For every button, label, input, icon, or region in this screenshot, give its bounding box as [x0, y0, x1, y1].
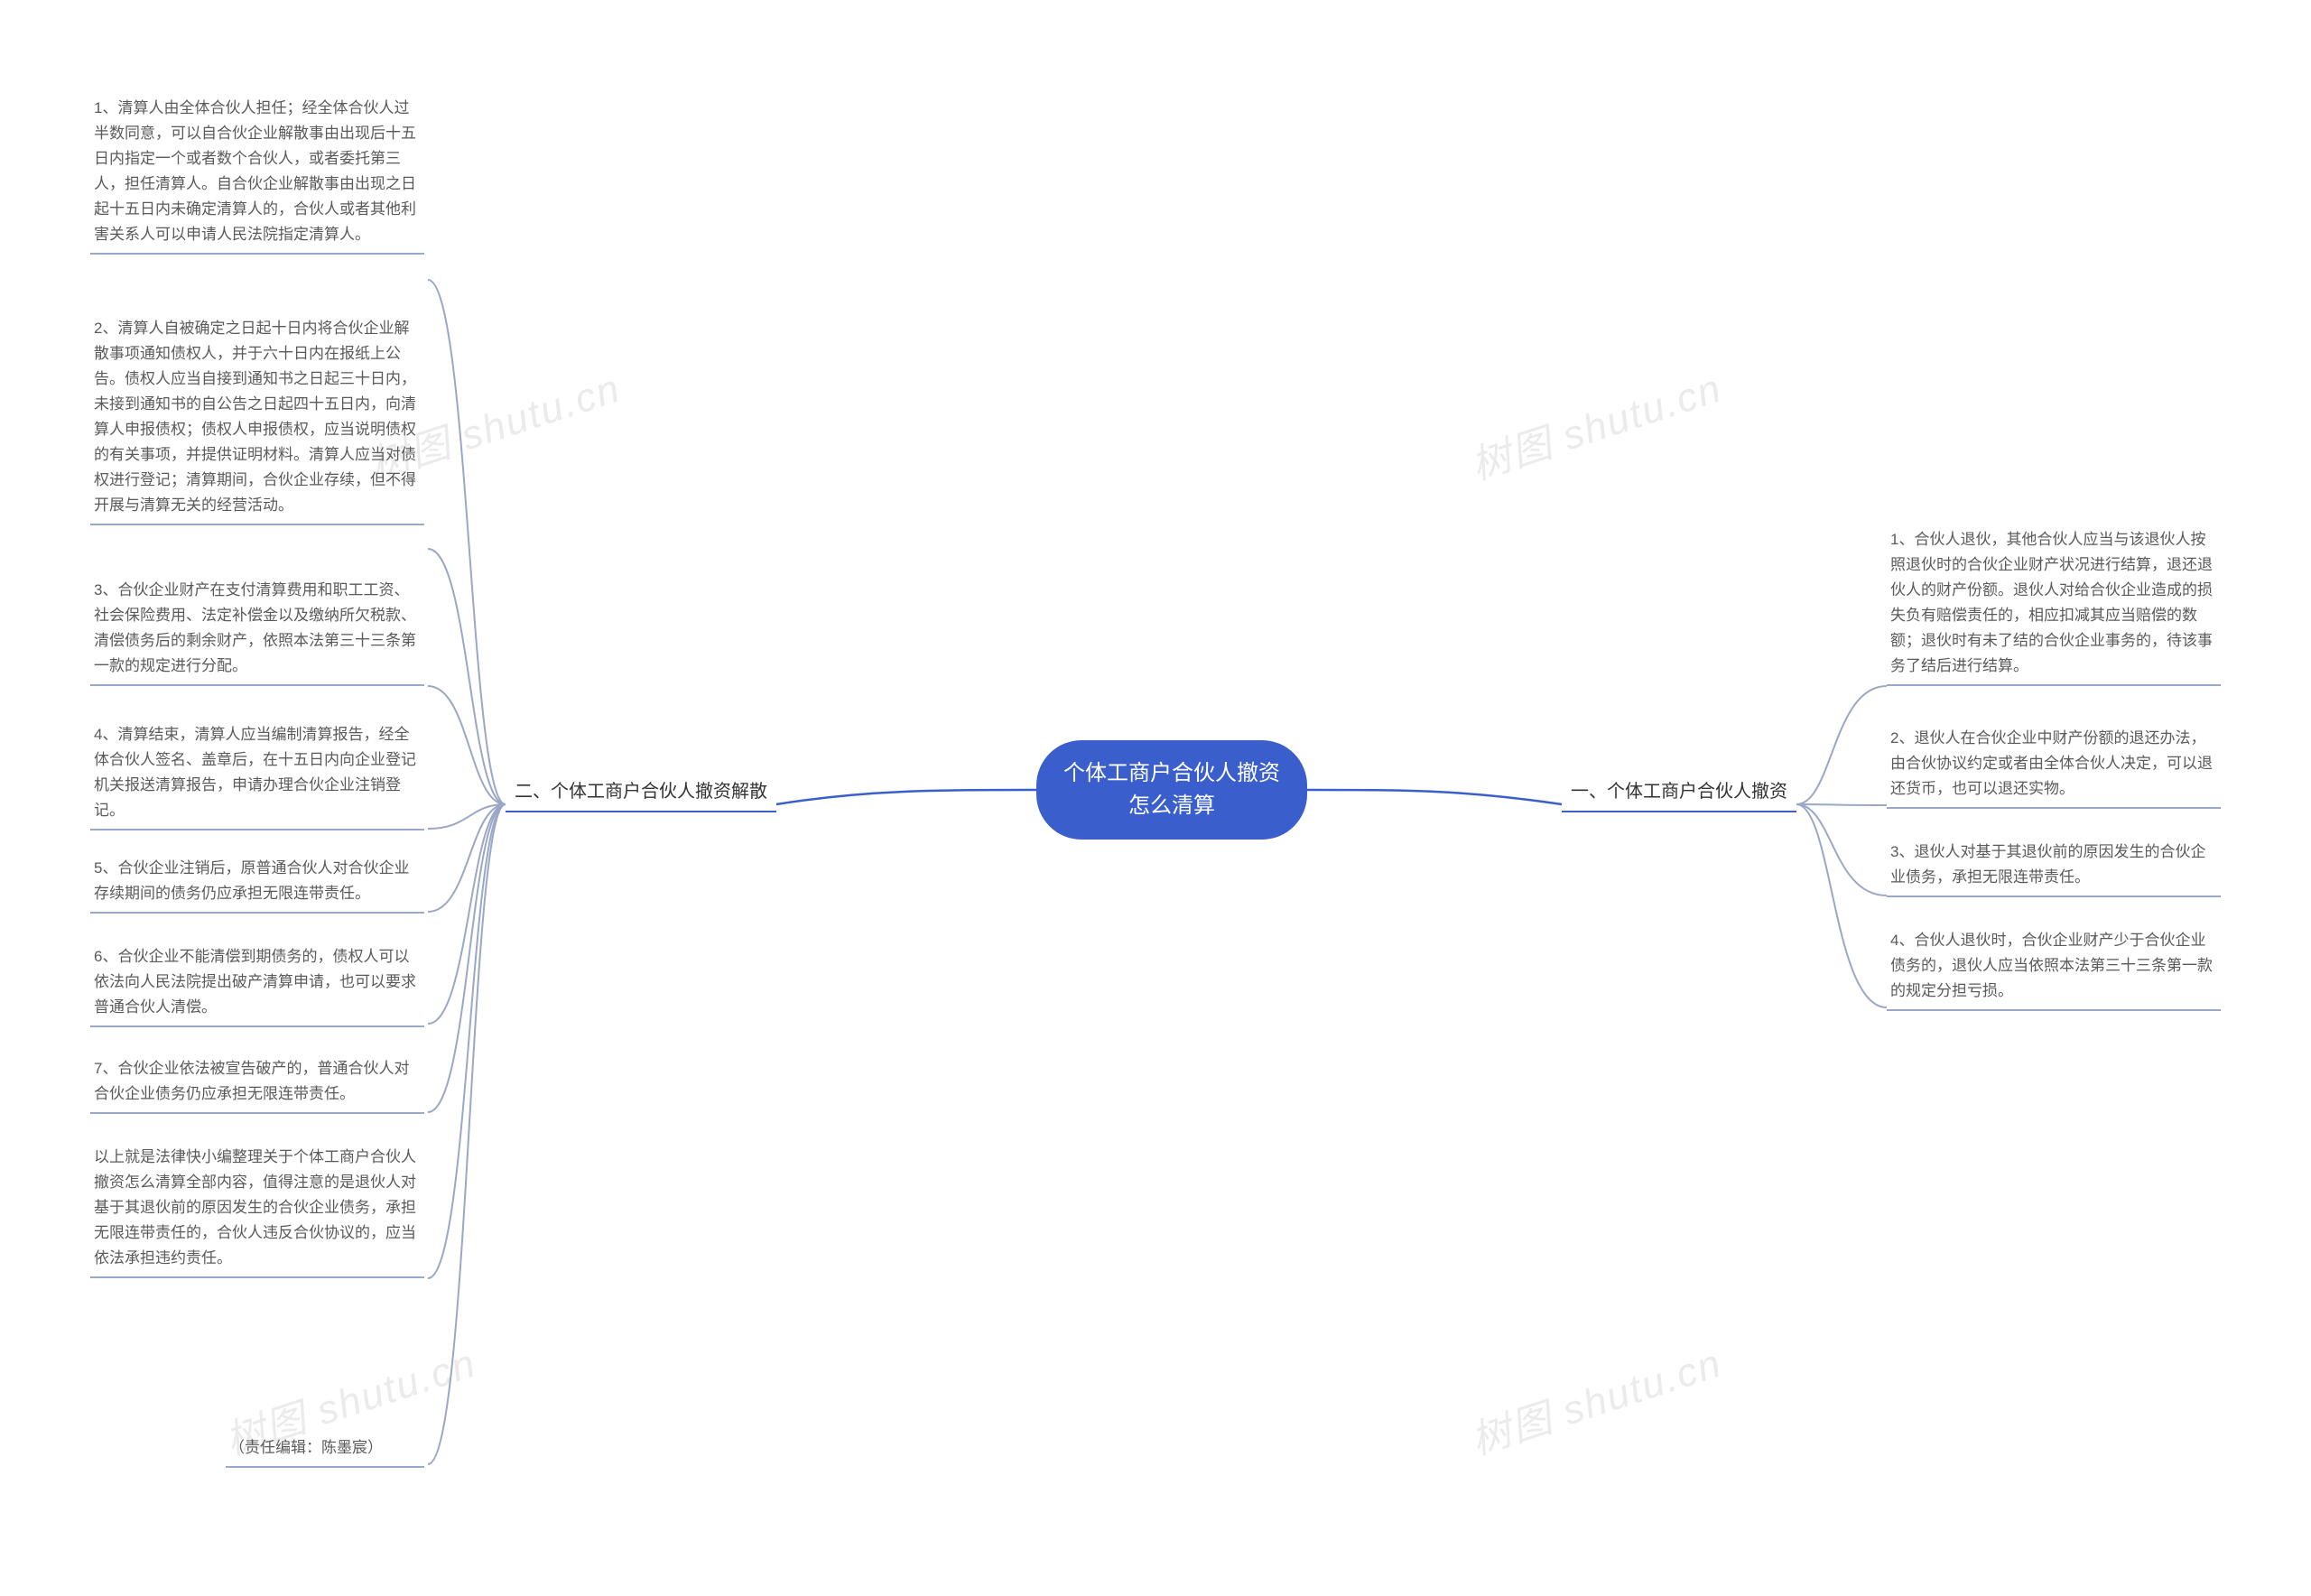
leaf-text: 2、退伙人在合伙企业中财产份额的退还办法，由合伙协议约定或者由全体合伙人决定，可…	[1890, 729, 2213, 797]
leaf-text: 2、清算人自被确定之日起十日内将合伙企业解散事项通知债权人，并于六十日内在报纸上…	[94, 320, 416, 514]
leaf-text: 3、退伙人对基于其退伙前的原因发生的合伙企业债务，承担无限连带责任。	[1890, 843, 2205, 886]
leaf-left-6[interactable]: 6、合伙企业不能清偿到期债务的，债权人可以依法向人民法院提出破产清算申请，也可以…	[90, 944, 424, 1027]
leaf-left-2[interactable]: 2、清算人自被确定之日起十日内将合伙企业解散事项通知债权人，并于六十日内在报纸上…	[90, 316, 424, 525]
branch-left[interactable]: 二、个体工商户合伙人撤资解散	[506, 773, 776, 812]
leaf-left-3[interactable]: 3、合伙企业财产在支付清算费用和职工工资、社会保险费用、法定补偿金以及缴纳所欠税…	[90, 578, 424, 686]
leaf-text: 5、合伙企业注销后，原普通合伙人对合伙企业存续期间的债务仍应承担无限连带责任。	[94, 859, 409, 902]
leaf-text: 7、合伙企业依法被宣告破产的，普通合伙人对合伙企业债务仍应承担无限连带责任。	[94, 1060, 409, 1102]
watermark: 树图 shutu.cn	[1462, 356, 1728, 491]
leaf-left-4[interactable]: 4、清算结束，清算人应当编制清算报告，经全体合伙人签名、盖章后，在十五日内向企业…	[90, 722, 424, 830]
leaf-text: 6、合伙企业不能清偿到期债务的，债权人可以依法向人民法院提出破产清算申请，也可以…	[94, 948, 416, 1016]
leaf-left-9[interactable]: （责任编辑：陈墨宸）	[226, 1435, 424, 1468]
leaf-text: 1、清算人由全体合伙人担任；经全体合伙人过半数同意，可以自合伙企业解散事由出现后…	[94, 99, 416, 243]
leaf-text: 3、合伙企业财产在支付清算费用和职工工资、社会保险费用、法定补偿金以及缴纳所欠税…	[94, 581, 416, 674]
leaf-right-2[interactable]: 2、退伙人在合伙企业中财产份额的退还办法，由合伙协议约定或者由全体合伙人决定，可…	[1887, 726, 2221, 809]
root-label: 个体工商户合伙人撤资怎么清算	[1063, 757, 1280, 822]
leaf-text: 以上就是法律快小编整理关于个体工商户合伙人撤资怎么清算全部内容，值得注意的是退伙…	[94, 1148, 416, 1267]
leaf-text: （责任编辑：陈墨宸）	[229, 1439, 383, 1456]
branch-left-label: 二、个体工商户合伙人撤资解散	[515, 782, 767, 802]
leaf-right-1[interactable]: 1、合伙人退伙，其他合伙人应当与该退伙人按照退伙时的合伙企业财产状况进行结算，退…	[1887, 527, 2221, 686]
leaf-left-1[interactable]: 1、清算人由全体合伙人担任；经全体合伙人过半数同意，可以自合伙企业解散事由出现后…	[90, 96, 424, 255]
leaf-text: 1、合伙人退伙，其他合伙人应当与该退伙人按照退伙时的合伙企业财产状况进行结算，退…	[1890, 531, 2213, 674]
watermark: 树图 shutu.cn	[1462, 1331, 1728, 1466]
leaf-text: 4、合伙人退伙时，合伙企业财产少于合伙企业债务的，退伙人应当依照本法第三十三条第…	[1890, 932, 2213, 999]
leaf-left-5[interactable]: 5、合伙企业注销后，原普通合伙人对合伙企业存续期间的债务仍应承担无限连带责任。	[90, 856, 424, 914]
branch-right-label: 一、个体工商户合伙人撤资	[1571, 782, 1787, 802]
leaf-right-4[interactable]: 4、合伙人退伙时，合伙企业财产少于合伙企业债务的，退伙人应当依照本法第三十三条第…	[1887, 928, 2221, 1011]
leaf-right-3[interactable]: 3、退伙人对基于其退伙前的原因发生的合伙企业债务，承担无限连带责任。	[1887, 840, 2221, 897]
leaf-left-7[interactable]: 7、合伙企业依法被宣告破产的，普通合伙人对合伙企业债务仍应承担无限连带责任。	[90, 1056, 424, 1114]
leaf-text: 4、清算结束，清算人应当编制清算报告，经全体合伙人签名、盖章后，在十五日内向企业…	[94, 726, 416, 819]
branch-right[interactable]: 一、个体工商户合伙人撤资	[1562, 773, 1796, 812]
leaf-left-8[interactable]: 以上就是法律快小编整理关于个体工商户合伙人撤资怎么清算全部内容，值得注意的是退伙…	[90, 1145, 424, 1278]
root-node[interactable]: 个体工商户合伙人撤资怎么清算	[1036, 740, 1307, 840]
